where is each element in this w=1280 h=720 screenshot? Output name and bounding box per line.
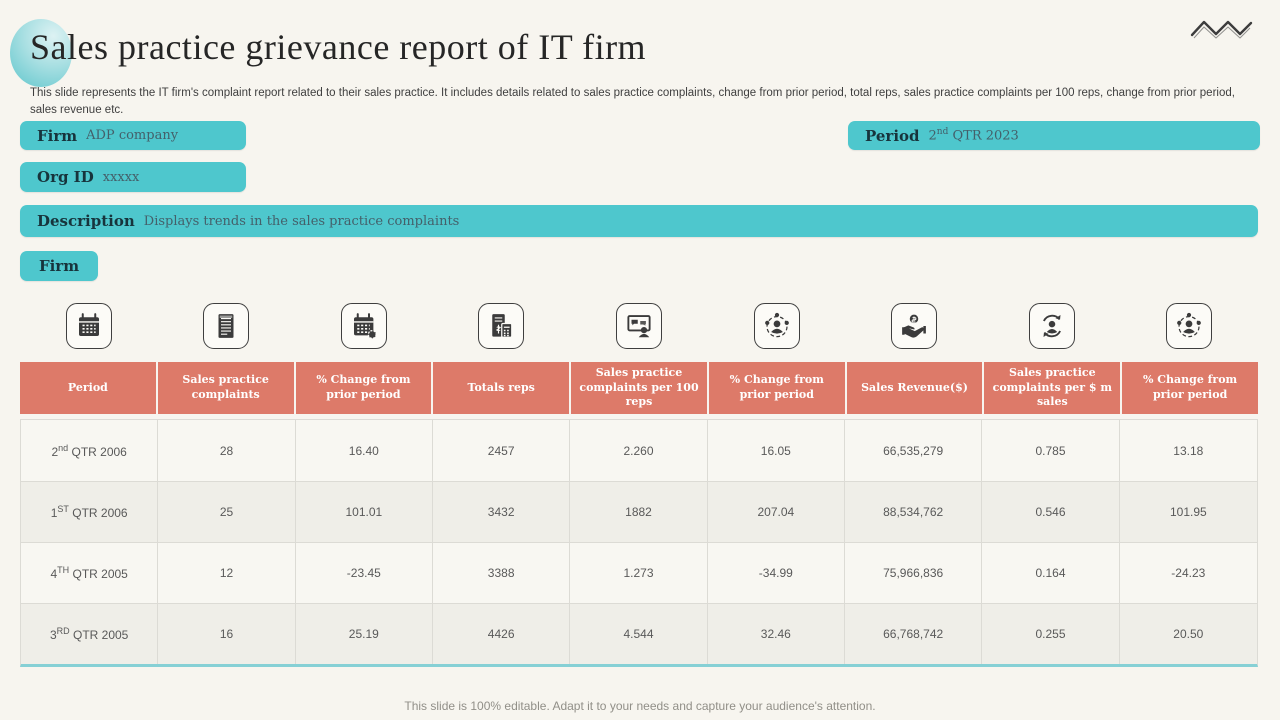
presentation-discussion-icon <box>615 303 662 349</box>
editable-note: This slide is 100% editable. Adapt it to… <box>404 699 876 713</box>
title-accent-circle <box>10 19 72 87</box>
column-header-complaints: Sales practice complaints <box>157 362 294 414</box>
table-row: 1ST QTR 2006 25 101.01 3432 1882 207.04 … <box>21 481 1257 542</box>
column-header-change-2: % Change from prior period <box>708 362 845 414</box>
cell-per-100-reps: 4.544 <box>570 604 708 664</box>
cell-period: 4TH QTR 2005 <box>21 543 159 603</box>
cell-change-2: 16.05 <box>708 420 845 481</box>
cell-revenue: 66,535,279 <box>845 420 983 481</box>
page-title: Sales practice grievance report of IT fi… <box>30 27 647 67</box>
table-row: 2nd QTR 2006 28 16.40 2457 2.260 16.05 6… <box>21 420 1257 481</box>
cell-revenue: 75,966,836 <box>845 543 983 603</box>
cell-per-m-sales: 0.164 <box>982 543 1120 603</box>
table-row: 3RD QTR 2005 16 25.19 4426 4.544 32.46 6… <box>21 603 1257 664</box>
cell-change-1: 101.01 <box>296 482 433 542</box>
cell-change-3: 13.18 <box>1173 443 1204 458</box>
calendar-gear-icon <box>340 303 387 349</box>
slide-description: This slide represents the IT firm's comp… <box>30 87 1235 116</box>
firm-info-bar: Firm ADP company <box>20 121 246 150</box>
cell-complaints: 25 <box>158 482 296 542</box>
table-body: 2nd QTR 2006 28 16.40 2457 2.260 16.05 6… <box>20 419 1258 667</box>
hands-money-icon <box>891 303 938 349</box>
cell-per-100-reps: 1882 <box>570 482 708 542</box>
cell-revenue: 66,768,742 <box>845 604 983 664</box>
description-info-bar: Description Displays trends in the sales… <box>20 205 1258 237</box>
cell-per-m-sales: 0.785 <box>982 420 1120 481</box>
column-header-per-100-reps: Sales practice complaints per 100 reps <box>571 362 707 414</box>
description-label: Description <box>37 212 135 230</box>
org-id-label: Org ID <box>37 168 94 186</box>
person-network-icon <box>1166 303 1213 349</box>
person-sync-icon <box>1028 303 1075 349</box>
cell-per-100-reps: 2.260 <box>570 420 708 481</box>
column-header-change-1: % Change from prior period <box>295 362 432 414</box>
cell-change-2: 32.46 <box>708 604 845 664</box>
org-id-info-bar: Org ID xxxxx <box>20 162 246 192</box>
cell-change-2: 207.04 <box>708 482 845 542</box>
cell-per-100-reps: 1.273 <box>570 543 708 603</box>
cell-per-m-sales: 0.255 <box>982 604 1120 664</box>
cell-change-1: 16.40 <box>296 420 433 481</box>
invoice-calculator-icon <box>478 303 525 349</box>
cell-complaints: 28 <box>158 420 296 481</box>
cell-per-m-sales: 0.546 <box>982 482 1120 542</box>
column-header-total-reps: Totals reps <box>433 362 570 414</box>
cell-change-3: 101.95 <box>1169 505 1207 519</box>
firm-tab-button[interactable]: Firm <box>20 251 98 281</box>
org-id-value: xxxxx <box>102 169 140 185</box>
period-info-bar: Period 2nd QTR 2023 <box>848 121 1260 150</box>
cell-total-reps: 4426 <box>433 604 571 664</box>
report-document-icon <box>203 303 250 349</box>
cell-change-1: 25.19 <box>296 604 433 664</box>
cell-complaints: 12 <box>158 543 296 603</box>
cell-total-reps: 3432 <box>433 482 571 542</box>
cell-total-reps: 2457 <box>433 420 571 481</box>
cell-period: 2nd QTR 2006 <box>21 420 159 481</box>
cell-total-reps: 3388 <box>433 543 571 603</box>
cell-change-2: -34.99 <box>708 543 845 603</box>
cell-complaints: 16 <box>158 604 296 664</box>
cell-period: 1ST QTR 2006 <box>21 482 159 542</box>
brand-zigzag-logo <box>1190 14 1254 45</box>
table-header-row: Period Sales practice complaints % Chang… <box>20 362 1258 414</box>
cell-change-3: 20.50 <box>1173 627 1204 641</box>
column-header-per-m-sales: Sales practice complaints per $ m sales <box>984 362 1121 414</box>
firm-tab-label: Firm <box>38 257 80 275</box>
person-network-icon <box>753 303 800 349</box>
column-icons-row <box>20 303 1258 349</box>
column-header-change-3: % Change from prior period <box>1122 362 1258 414</box>
column-header-period: Period <box>20 362 156 414</box>
firm-value: ADP company <box>86 128 179 143</box>
description-value: Displays trends in the sales practice co… <box>143 213 460 229</box>
table-row: 4TH QTR 2005 12 -23.45 3388 1.273 -34.99… <box>21 542 1257 603</box>
cell-revenue: 88,534,762 <box>845 482 983 542</box>
firm-label: Firm <box>37 126 78 145</box>
calendar-icon <box>65 303 112 349</box>
cell-period: 3RD QTR 2005 <box>21 604 159 664</box>
cell-change-1: -23.45 <box>296 543 433 603</box>
column-header-revenue: Sales Revenue($) <box>846 362 983 414</box>
period-label: Period <box>865 126 920 145</box>
cell-change-3: -24.23 <box>1171 566 1206 580</box>
period-value: 2nd QTR 2023 <box>928 127 1019 144</box>
